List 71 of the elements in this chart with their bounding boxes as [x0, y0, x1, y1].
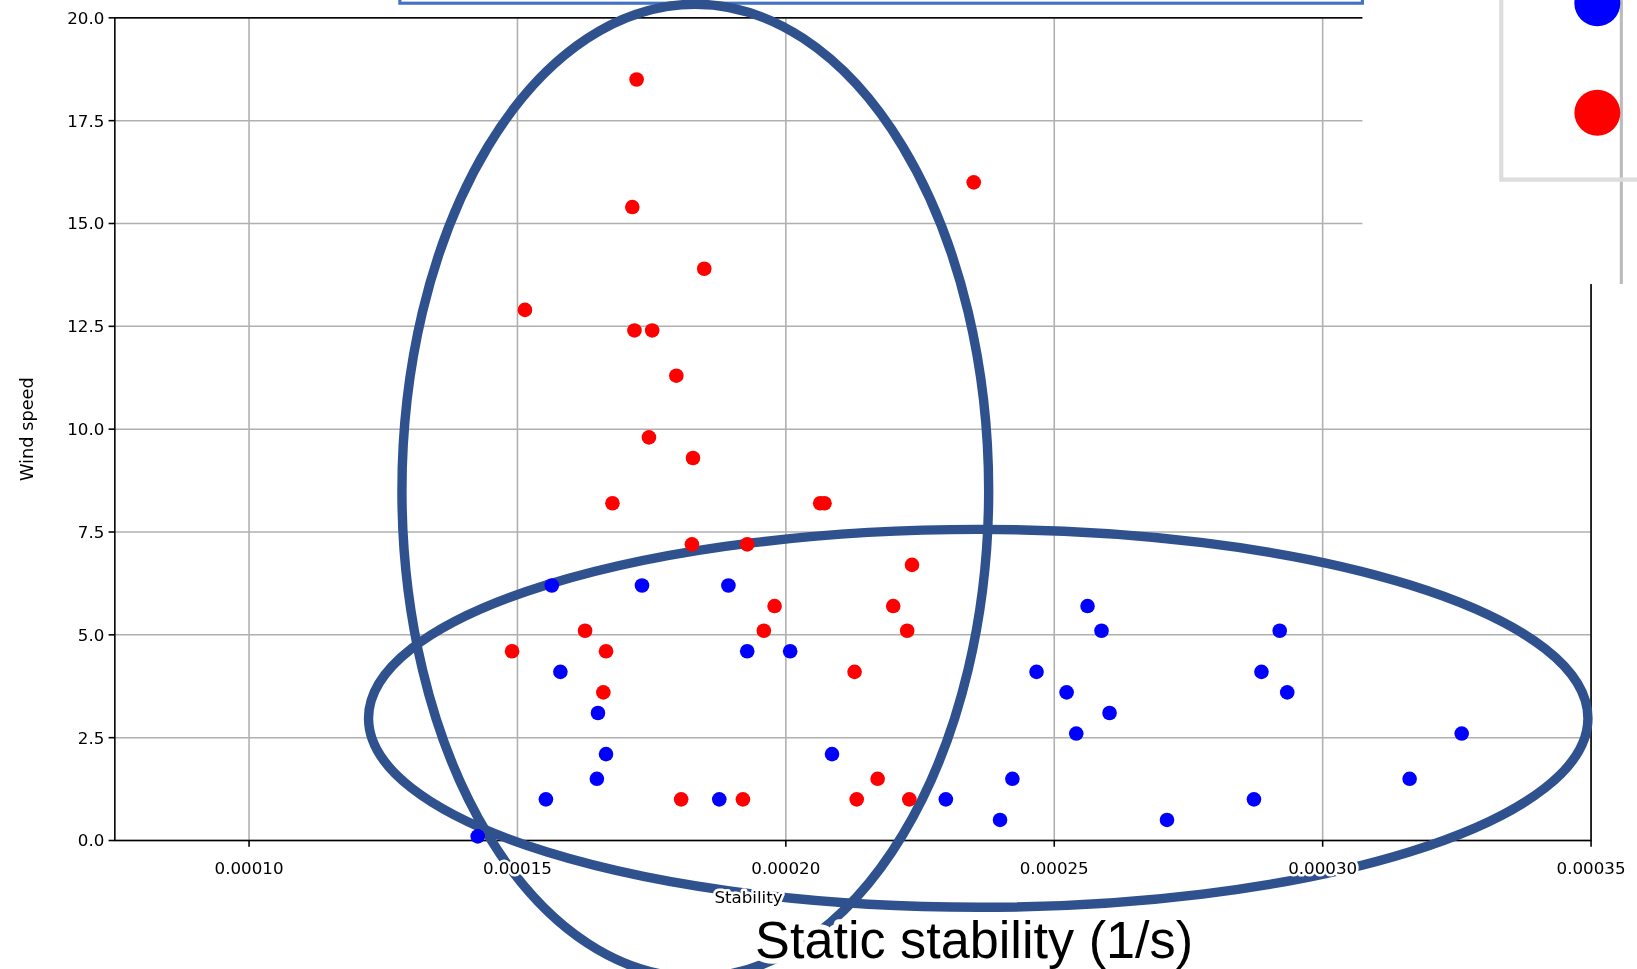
- point: [782, 643, 798, 659]
- point: [629, 72, 644, 87]
- point: [756, 623, 772, 639]
- point: [627, 323, 642, 338]
- point: [1279, 685, 1295, 700]
- y-tick-label: 12.5: [67, 316, 105, 337]
- point: [470, 829, 486, 844]
- point: [739, 643, 755, 659]
- point: [641, 430, 657, 445]
- y-tick-label: 5.0: [77, 624, 105, 645]
- point: [767, 598, 782, 614]
- point: [1102, 705, 1117, 721]
- point: [870, 771, 885, 787]
- x-tick-label: 0.00020: [751, 857, 821, 878]
- y-tick-label: 0.0: [77, 830, 105, 851]
- x-tick-label: 0.00035: [1556, 857, 1626, 878]
- point: [577, 623, 593, 639]
- point: [598, 643, 614, 659]
- point: [992, 812, 1008, 828]
- point: [598, 746, 614, 762]
- x-tick-label: 0.00025: [1019, 857, 1089, 878]
- y-tick-label: 7.5: [77, 521, 105, 542]
- point: [885, 598, 901, 614]
- point: [1029, 664, 1044, 680]
- point: [669, 368, 684, 383]
- point: [685, 450, 701, 466]
- point: [625, 199, 640, 215]
- y-tick-label: 15.0: [67, 213, 105, 234]
- point: [938, 792, 954, 807]
- point: [1059, 685, 1074, 700]
- point: [1246, 792, 1262, 807]
- point: [684, 537, 700, 552]
- x-tick-label: 0.00010: [214, 857, 284, 878]
- point: [739, 537, 755, 552]
- point: [721, 578, 736, 593]
- y-tick-label: 2.5: [77, 727, 105, 748]
- point: [1454, 726, 1469, 741]
- point: [517, 302, 533, 318]
- point: [673, 792, 689, 807]
- point: [589, 771, 605, 787]
- point: [847, 664, 862, 680]
- point: [711, 792, 727, 807]
- point: [824, 746, 840, 762]
- point: [1159, 812, 1175, 828]
- point: [605, 495, 620, 511]
- point: [696, 261, 712, 277]
- point: [596, 685, 611, 700]
- point: [902, 792, 917, 807]
- point: [538, 792, 554, 807]
- point: [504, 643, 520, 659]
- point: [904, 557, 920, 573]
- y-tick-label: 20.0: [67, 7, 105, 28]
- point: [1005, 771, 1020, 787]
- point: [899, 623, 915, 639]
- point: [1254, 664, 1269, 680]
- point: [644, 323, 660, 338]
- y-tick-label: 10.0: [67, 419, 105, 440]
- point: [634, 578, 650, 593]
- point: [1402, 771, 1417, 787]
- point: [1094, 623, 1109, 639]
- point: [590, 705, 606, 721]
- point: [1080, 598, 1095, 614]
- point: [849, 792, 865, 807]
- point: [966, 175, 982, 190]
- point: [735, 792, 751, 807]
- point: [1272, 623, 1288, 639]
- point: [544, 578, 560, 593]
- point: [1068, 726, 1084, 741]
- point: [553, 664, 568, 680]
- y-tick-label: 17.5: [67, 110, 105, 131]
- y-axis-title: Wind speed: [17, 377, 38, 482]
